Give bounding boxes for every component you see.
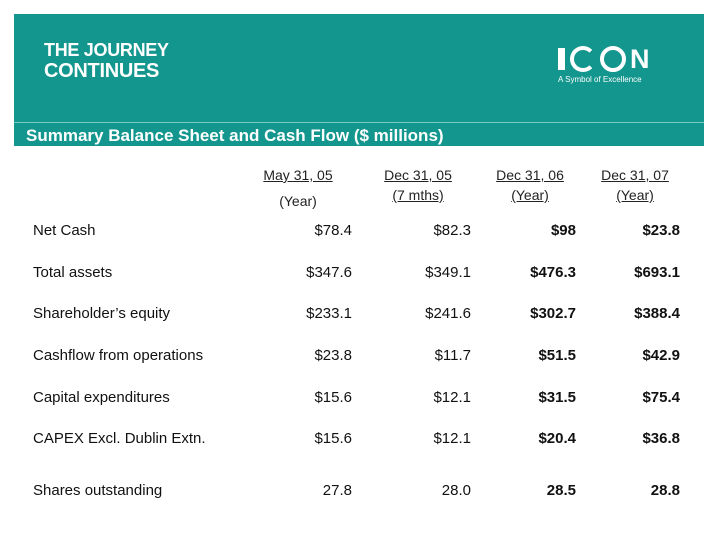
cell-value: $693.1 — [634, 264, 680, 281]
cell-value: $11.7 — [434, 347, 471, 364]
row-label: Total assets — [33, 264, 113, 281]
cell-value: $78.4 — [314, 222, 352, 239]
cell-value: $42.9 — [642, 347, 680, 364]
cell-value: $20.4 — [538, 430, 576, 447]
title-bar: Summary Balance Sheet and Cash Flow ($ m… — [14, 122, 704, 147]
cell-value: $302.7 — [530, 305, 576, 322]
cell-value: $12.1 — [433, 389, 471, 406]
cell-value: 27.8 — [322, 482, 352, 499]
page-title: Summary Balance Sheet and Cash Flow ($ m… — [26, 126, 444, 145]
cell-value: 28.0 — [441, 482, 471, 499]
cell-value: $233.1 — [306, 305, 352, 322]
logo-subtitle: A Symbol of Excellence — [558, 75, 642, 84]
row-label: Capital expenditures — [33, 389, 170, 406]
column-header-dec-2005: Dec 31, 05 (7 mths) — [363, 165, 473, 205]
tagline: THE JOURNEY CONTINUES — [44, 40, 169, 82]
icon-logo: N A Symbol of Excellence — [558, 46, 668, 84]
cell-value: $98 — [550, 222, 576, 239]
header-banner: THE JOURNEY CONTINUES N A Symbol of Exce… — [14, 14, 704, 146]
column-header-may-2005: May 31, 05 (Year) — [243, 165, 353, 211]
cell-value: $241.6 — [425, 305, 471, 322]
column-header-period: (Year) — [279, 193, 317, 209]
tagline-line2: CONTINUES — [44, 60, 160, 82]
cell-value: $31.5 — [538, 389, 576, 406]
logo-c-shape — [570, 46, 596, 72]
column-header-date: Dec 31, 06 — [496, 167, 564, 183]
row-label: Shares outstanding — [33, 482, 163, 499]
cell-value: 28.8 — [650, 482, 680, 499]
column-header-period: (Year) — [616, 187, 654, 203]
cell-value: $51.5 — [538, 347, 576, 364]
logo-o-shape — [600, 46, 626, 72]
column-header-dec-2007: Dec 31, 07 (Year) — [580, 165, 690, 205]
cell-value: $23.8 — [314, 347, 352, 364]
cell-value: $75.4 — [642, 389, 680, 406]
column-header-period: (7 mths) — [392, 187, 444, 203]
cell-value: $36.8 — [642, 430, 680, 447]
cell-value: $23.8 — [642, 222, 680, 239]
cell-value: $12.1 — [433, 430, 471, 447]
row-label: Cashflow from operations — [33, 347, 204, 364]
cell-value: $349.1 — [425, 264, 471, 281]
cell-value: $476.3 — [530, 264, 576, 281]
column-header-date: Dec 31, 05 — [384, 167, 452, 183]
column-header-dec-2006: Dec 31, 06 (Year) — [475, 165, 585, 205]
cell-value: 28.5 — [546, 482, 576, 499]
tagline-line1: THE JOURNEY — [44, 40, 169, 60]
row-label: CAPEX Excl. Dublin Extn. — [33, 430, 206, 447]
logo-i-shape — [558, 48, 565, 70]
column-header-date: Dec 31, 07 — [601, 167, 669, 183]
column-header-date: May 31, 05 — [263, 167, 333, 183]
cell-value: $388.4 — [634, 305, 680, 322]
cell-value: $347.6 — [306, 264, 352, 281]
cell-value: $82.3 — [433, 222, 471, 239]
cell-value: $15.6 — [314, 389, 352, 406]
logo-mark: N — [558, 44, 668, 74]
cell-value: $15.6 — [314, 430, 352, 447]
row-label: Net Cash — [33, 222, 96, 239]
logo-n-glyph: N — [630, 44, 650, 74]
row-label: Shareholder’s equity — [33, 305, 171, 322]
column-header-period: (Year) — [511, 187, 549, 203]
